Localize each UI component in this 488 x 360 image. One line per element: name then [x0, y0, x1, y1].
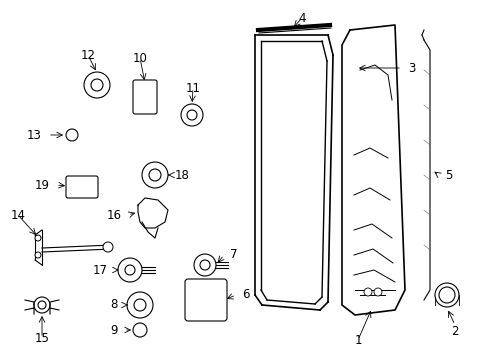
- FancyBboxPatch shape: [133, 80, 157, 114]
- Circle shape: [363, 288, 371, 296]
- Text: 8: 8: [110, 298, 118, 311]
- Circle shape: [91, 79, 103, 91]
- Circle shape: [134, 299, 146, 311]
- Text: 11: 11: [185, 81, 200, 95]
- Text: 19: 19: [35, 179, 50, 192]
- Circle shape: [133, 323, 147, 337]
- Circle shape: [142, 162, 168, 188]
- Text: 10: 10: [132, 51, 147, 64]
- Circle shape: [38, 301, 46, 309]
- Text: 1: 1: [353, 333, 361, 346]
- Text: 9: 9: [110, 324, 118, 337]
- Circle shape: [140, 92, 150, 102]
- Text: 17: 17: [93, 264, 108, 276]
- Circle shape: [200, 260, 209, 270]
- Circle shape: [438, 287, 454, 303]
- Circle shape: [186, 110, 197, 120]
- Text: 5: 5: [444, 168, 451, 181]
- Circle shape: [35, 252, 41, 258]
- Circle shape: [125, 265, 135, 275]
- Text: 12: 12: [81, 49, 95, 62]
- FancyBboxPatch shape: [66, 176, 98, 198]
- Circle shape: [35, 235, 41, 241]
- Circle shape: [373, 288, 381, 296]
- Circle shape: [127, 292, 153, 318]
- FancyBboxPatch shape: [184, 279, 226, 321]
- Circle shape: [84, 72, 110, 98]
- Text: 13: 13: [27, 129, 42, 141]
- Text: 16: 16: [107, 208, 122, 221]
- Circle shape: [434, 283, 458, 307]
- Circle shape: [181, 104, 203, 126]
- Circle shape: [194, 254, 216, 276]
- Circle shape: [118, 258, 142, 282]
- Text: 4: 4: [298, 12, 305, 24]
- Text: 14: 14: [10, 208, 25, 221]
- Text: 18: 18: [175, 168, 189, 181]
- Text: 7: 7: [229, 248, 237, 261]
- Text: 2: 2: [450, 325, 458, 338]
- Circle shape: [66, 129, 78, 141]
- Text: 6: 6: [242, 288, 249, 302]
- Text: 3: 3: [407, 62, 414, 75]
- Circle shape: [103, 242, 113, 252]
- Circle shape: [135, 87, 155, 107]
- Circle shape: [34, 297, 50, 313]
- Text: 15: 15: [35, 332, 49, 345]
- Circle shape: [149, 169, 161, 181]
